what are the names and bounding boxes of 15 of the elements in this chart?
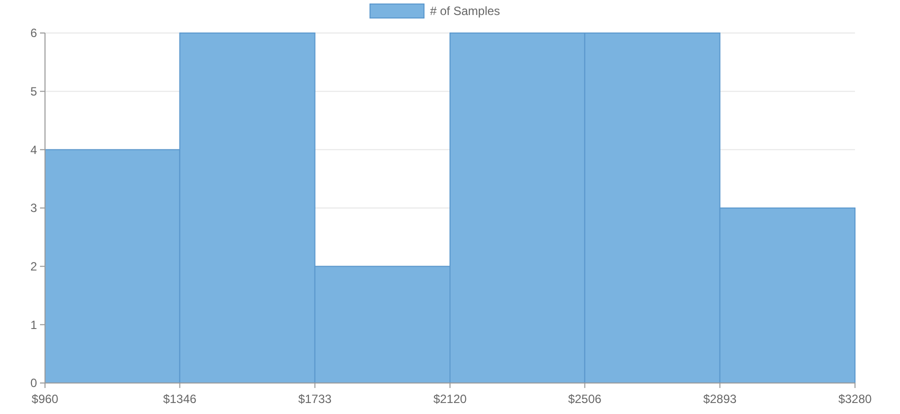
legend-label: # of Samples [430,4,500,18]
x-tick-label: $1346 [163,392,197,406]
x-tick-label: $2893 [703,392,737,406]
y-tick-label: 3 [30,201,38,216]
y-tick-label: 6 [30,26,38,40]
x-tick-label: $2506 [568,392,602,406]
y-tick-label: 0 [30,376,38,390]
y-tick-label: 2 [30,260,38,274]
x-tick-label: $2120 [433,392,468,406]
x-tick-label: $960 [32,392,59,406]
y-tick-label: 5 [30,84,38,99]
y-tick-label: 1 [30,318,38,332]
x-tick-label: $1733 [298,392,332,406]
x-tick-label: $3280 [838,392,872,406]
y-tick-label: 4 [30,142,38,157]
